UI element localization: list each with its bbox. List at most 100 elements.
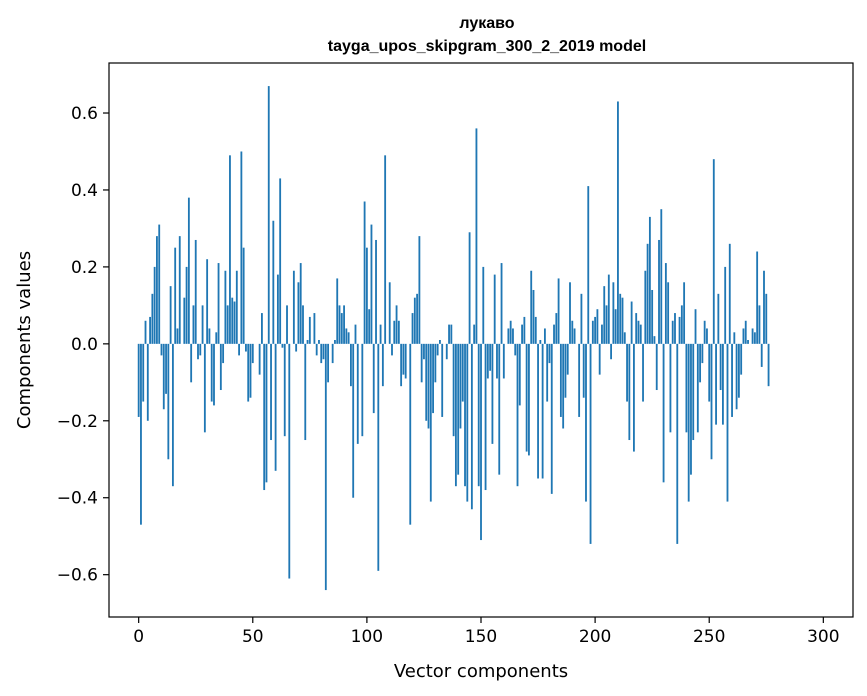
- bar: [489, 343, 492, 371]
- bar: [283, 343, 286, 437]
- bar: [197, 343, 199, 360]
- bar: [710, 343, 713, 460]
- bar: [201, 305, 204, 344]
- bar: [183, 297, 186, 344]
- bar: [340, 313, 343, 344]
- bar: [304, 343, 307, 441]
- bar: [439, 340, 441, 344]
- bar: [514, 343, 517, 356]
- bar: [644, 270, 647, 344]
- bar: [208, 328, 211, 344]
- bar: [160, 343, 163, 356]
- bar: [229, 155, 231, 344]
- bar: [297, 282, 300, 344]
- bar: [712, 159, 715, 344]
- bar: [365, 247, 368, 344]
- bar: [500, 263, 503, 344]
- bar: [416, 293, 419, 344]
- bar: [219, 343, 222, 391]
- bar: [464, 343, 466, 487]
- bar: [516, 343, 519, 487]
- bar: [169, 286, 172, 344]
- bar: [350, 343, 352, 387]
- bar: [486, 343, 489, 379]
- bar: [146, 343, 149, 421]
- bar: [548, 343, 551, 364]
- bar: [242, 247, 245, 344]
- y-tick-label: 0.6: [71, 104, 98, 124]
- bar: [379, 324, 382, 344]
- bar-series: [137, 86, 770, 591]
- bar: [662, 343, 665, 483]
- bar: [525, 343, 528, 452]
- bar: [660, 209, 663, 344]
- bar: [397, 320, 400, 344]
- bar: [733, 332, 736, 344]
- bar: [555, 313, 558, 344]
- bar: [537, 343, 539, 479]
- bar: [747, 340, 749, 344]
- bar: [142, 343, 145, 402]
- bar: [459, 343, 462, 429]
- bar: [245, 343, 247, 352]
- bar: [603, 286, 606, 344]
- bar: [683, 282, 686, 344]
- bar: [454, 343, 457, 487]
- bar: [585, 343, 587, 502]
- bar: [484, 343, 487, 491]
- chart-subtitle: tayga_upos_skipgram_300_2_2019 model: [328, 38, 646, 55]
- bar: [566, 343, 569, 375]
- bar: [308, 316, 311, 344]
- bar: [320, 343, 323, 364]
- bar: [178, 236, 181, 344]
- bar: [742, 328, 745, 344]
- bar: [758, 305, 761, 344]
- bar: [224, 270, 227, 344]
- bar: [722, 343, 724, 425]
- bar: [651, 289, 654, 344]
- bar: [480, 343, 482, 541]
- bar: [658, 239, 660, 344]
- bar: [249, 343, 252, 398]
- bar: [395, 305, 398, 344]
- bar: [610, 343, 612, 360]
- bar: [482, 266, 485, 344]
- bar: [261, 313, 263, 344]
- bar: [706, 328, 708, 344]
- bar: [215, 332, 218, 344]
- bar: [491, 343, 494, 444]
- bar: [612, 282, 615, 344]
- bar: [381, 343, 384, 387]
- bar: [530, 270, 533, 344]
- bar: [210, 343, 213, 402]
- bar: [279, 178, 282, 344]
- bar: [690, 343, 692, 475]
- bar: [388, 282, 391, 344]
- bar: [334, 340, 336, 344]
- bar: [692, 343, 695, 441]
- y-axis: −0.6 −0.4 −0.2 0.0 0.2 0.4 0.6: [57, 104, 109, 586]
- x-tick-label: 150: [465, 627, 497, 647]
- bar: [708, 343, 711, 402]
- bar: [646, 243, 649, 344]
- bar: [251, 343, 254, 364]
- bar: [274, 343, 277, 471]
- bar: [607, 274, 610, 344]
- bar: [240, 151, 243, 344]
- bar: [669, 343, 672, 433]
- bar: [740, 343, 743, 375]
- bar: [156, 236, 158, 344]
- x-tick-label: 0: [133, 627, 144, 647]
- bar: [728, 243, 731, 344]
- bar: [370, 224, 373, 344]
- bar: [295, 343, 298, 352]
- x-tick-label: 100: [351, 627, 383, 647]
- bar: [466, 343, 469, 502]
- bar: [400, 343, 403, 387]
- bar: [630, 301, 633, 344]
- bar: [194, 239, 197, 344]
- y-tick-label: 0.0: [71, 335, 98, 355]
- bar: [737, 343, 740, 398]
- bar: [272, 220, 275, 344]
